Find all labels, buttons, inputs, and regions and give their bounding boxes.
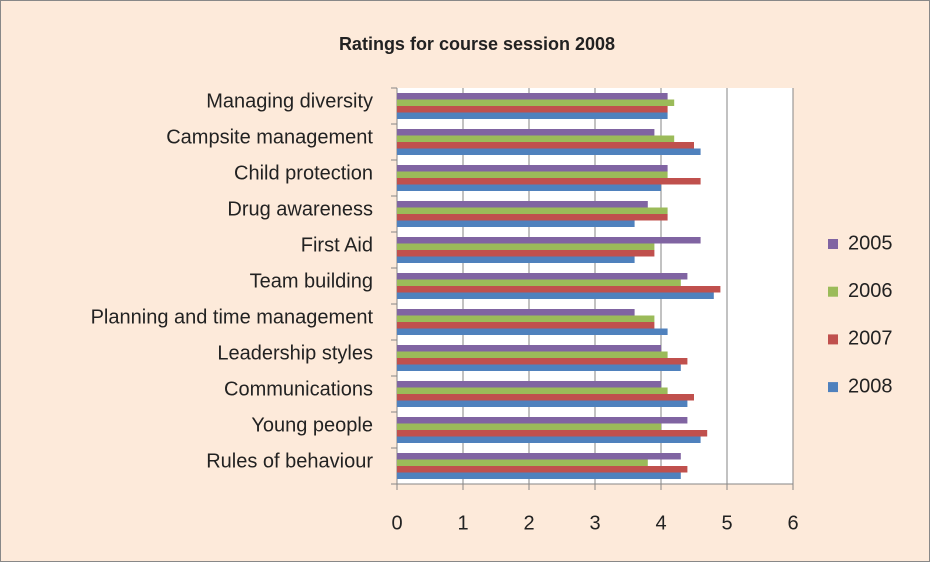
y-tick-label: First Aid xyxy=(301,234,373,256)
chart-title: Ratings for course session 2008 xyxy=(339,34,615,54)
bar xyxy=(397,364,681,371)
bar xyxy=(397,256,635,263)
bar xyxy=(397,322,655,329)
bar xyxy=(397,436,701,443)
bar xyxy=(397,93,668,100)
bar xyxy=(397,328,668,335)
y-tick-label: Leadership styles xyxy=(217,342,373,364)
y-tick-label: Drug awareness xyxy=(227,198,373,220)
legend-swatch xyxy=(828,334,838,345)
bar xyxy=(397,351,668,358)
bar xyxy=(397,381,661,388)
x-tick-label: 3 xyxy=(589,512,600,534)
bar xyxy=(397,417,688,424)
bar xyxy=(397,99,675,106)
x-tick-label: 4 xyxy=(655,512,666,534)
x-tick-label: 0 xyxy=(391,512,402,534)
bar xyxy=(397,273,688,280)
bar xyxy=(397,459,648,466)
x-tick-label: 1 xyxy=(457,512,468,534)
bar xyxy=(397,250,655,257)
x-tick-label: 6 xyxy=(787,512,798,534)
bar xyxy=(397,345,661,352)
bar xyxy=(397,286,721,293)
bar xyxy=(397,315,655,322)
bar xyxy=(397,387,668,394)
bar xyxy=(397,171,668,178)
bar xyxy=(397,165,668,172)
bar xyxy=(397,472,681,479)
y-tick-label: Child protection xyxy=(234,162,373,184)
y-tick-label: Planning and time management xyxy=(91,306,374,328)
bar xyxy=(397,135,675,142)
y-tick-label: Communications xyxy=(224,378,373,400)
bar xyxy=(397,201,648,208)
bar xyxy=(397,129,655,136)
bar xyxy=(397,400,688,407)
bar xyxy=(397,394,694,401)
legend-label: 2006 xyxy=(848,280,893,302)
y-tick-label: Rules of behaviour xyxy=(206,450,373,472)
bar xyxy=(397,430,708,437)
legend-label: 2007 xyxy=(848,328,893,350)
bar xyxy=(397,178,701,185)
bar xyxy=(397,106,668,113)
bar xyxy=(397,292,714,299)
bar xyxy=(397,148,701,155)
bar xyxy=(397,184,661,191)
legend-swatch xyxy=(828,239,838,249)
bar xyxy=(397,279,681,286)
bar xyxy=(397,358,688,365)
legend-label: 2005 xyxy=(848,232,893,254)
y-tick-label: Campsite management xyxy=(166,126,373,148)
bar xyxy=(397,220,635,227)
legend-label: 2008 xyxy=(848,375,893,397)
bar xyxy=(397,466,688,473)
legend-swatch xyxy=(828,286,838,297)
x-tick-label: 5 xyxy=(721,512,732,534)
y-tick-label: Managing diversity xyxy=(206,90,373,112)
bar xyxy=(397,237,701,244)
legend-swatch xyxy=(828,382,838,393)
bar xyxy=(397,453,681,460)
bar xyxy=(397,214,668,221)
bar xyxy=(397,243,655,250)
y-tick-label: Team building xyxy=(250,270,373,292)
bar xyxy=(397,142,694,149)
x-tick-label: 2 xyxy=(523,512,534,534)
bar xyxy=(397,112,668,119)
bar xyxy=(397,309,635,316)
y-tick-label: Young people xyxy=(251,414,373,436)
bar xyxy=(397,207,668,214)
bar xyxy=(397,423,661,430)
